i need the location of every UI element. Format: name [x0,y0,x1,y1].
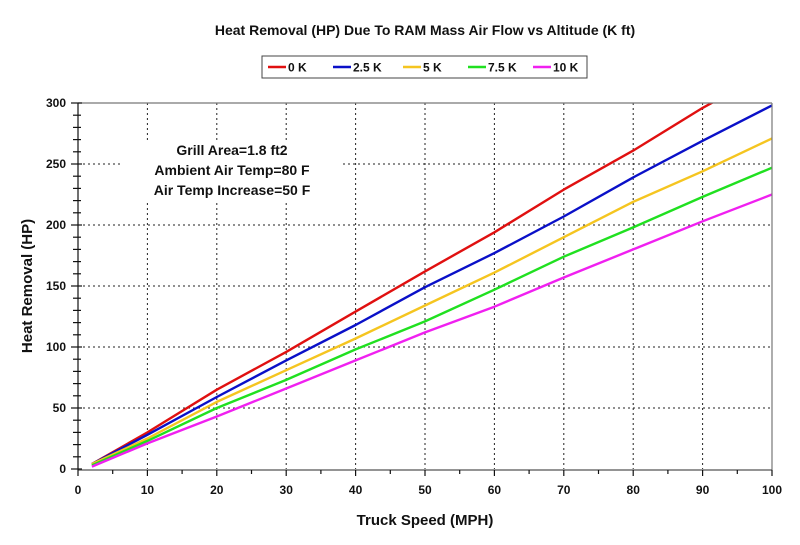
ticks [71,102,773,476]
x-tick-label: 20 [210,483,224,497]
y-tick-label: 50 [53,401,67,415]
x-tick-label: 0 [75,483,82,497]
legend-label: 2.5 K [353,61,382,75]
annotation-line-1: Grill Area=1.8 ft2 [176,142,287,158]
legend-label: 5 K [423,61,442,75]
annotation-line-3: Air Temp Increase=50 F [154,182,311,198]
annotation-background [122,140,342,202]
series-line-5-k [91,137,772,466]
y-tick-label: 250 [46,157,66,171]
x-tick-label: 100 [762,483,782,497]
x-tick-label: 40 [349,483,363,497]
series-line-7-5-k [91,166,772,467]
legend-label: 7.5 K [488,61,517,75]
y-tick-label: 0 [59,462,66,476]
legend-box [261,55,588,79]
y-tick-label: 200 [46,218,66,232]
legend: 0 K 2.5 K 5 K 7.5 K 10 K [261,55,588,79]
series-line-10-k [91,193,772,468]
gridlines [78,103,772,469]
y-tick-labels: 0 50 100 150 200 250 300 [46,96,66,476]
x-tick-label: 80 [627,483,641,497]
x-tick-label: 90 [696,483,710,497]
x-tick-label: 70 [557,483,571,497]
series-lines [91,103,772,468]
legend-label: 10 K [553,61,579,75]
series-line-2-5-k [91,104,772,466]
y-tick-label: 100 [46,340,66,354]
y-tick-label: 300 [46,96,66,110]
annotation: Grill Area=1.8 ft2 Ambient Air Temp=80 F… [122,140,342,202]
x-tick-label: 60 [488,483,502,497]
annotation-line-2: Ambient Air Temp=80 F [154,162,310,178]
x-tick-label: 30 [280,483,294,497]
x-tick-label: 10 [141,483,155,497]
y-tick-label: 150 [46,279,66,293]
y-axis-label: Heat Removal (HP) [19,219,36,353]
x-tick-label: 50 [418,483,432,497]
x-tick-labels: 0 10 20 30 40 50 60 70 80 90 100 [75,483,783,497]
x-axis-label: Truck Speed (MPH) [357,512,494,529]
chart-title: Heat Removal (HP) Due To RAM Mass Air Fl… [215,22,635,38]
series-line-0-k [91,103,715,466]
legend-label: 0 K [288,61,307,75]
